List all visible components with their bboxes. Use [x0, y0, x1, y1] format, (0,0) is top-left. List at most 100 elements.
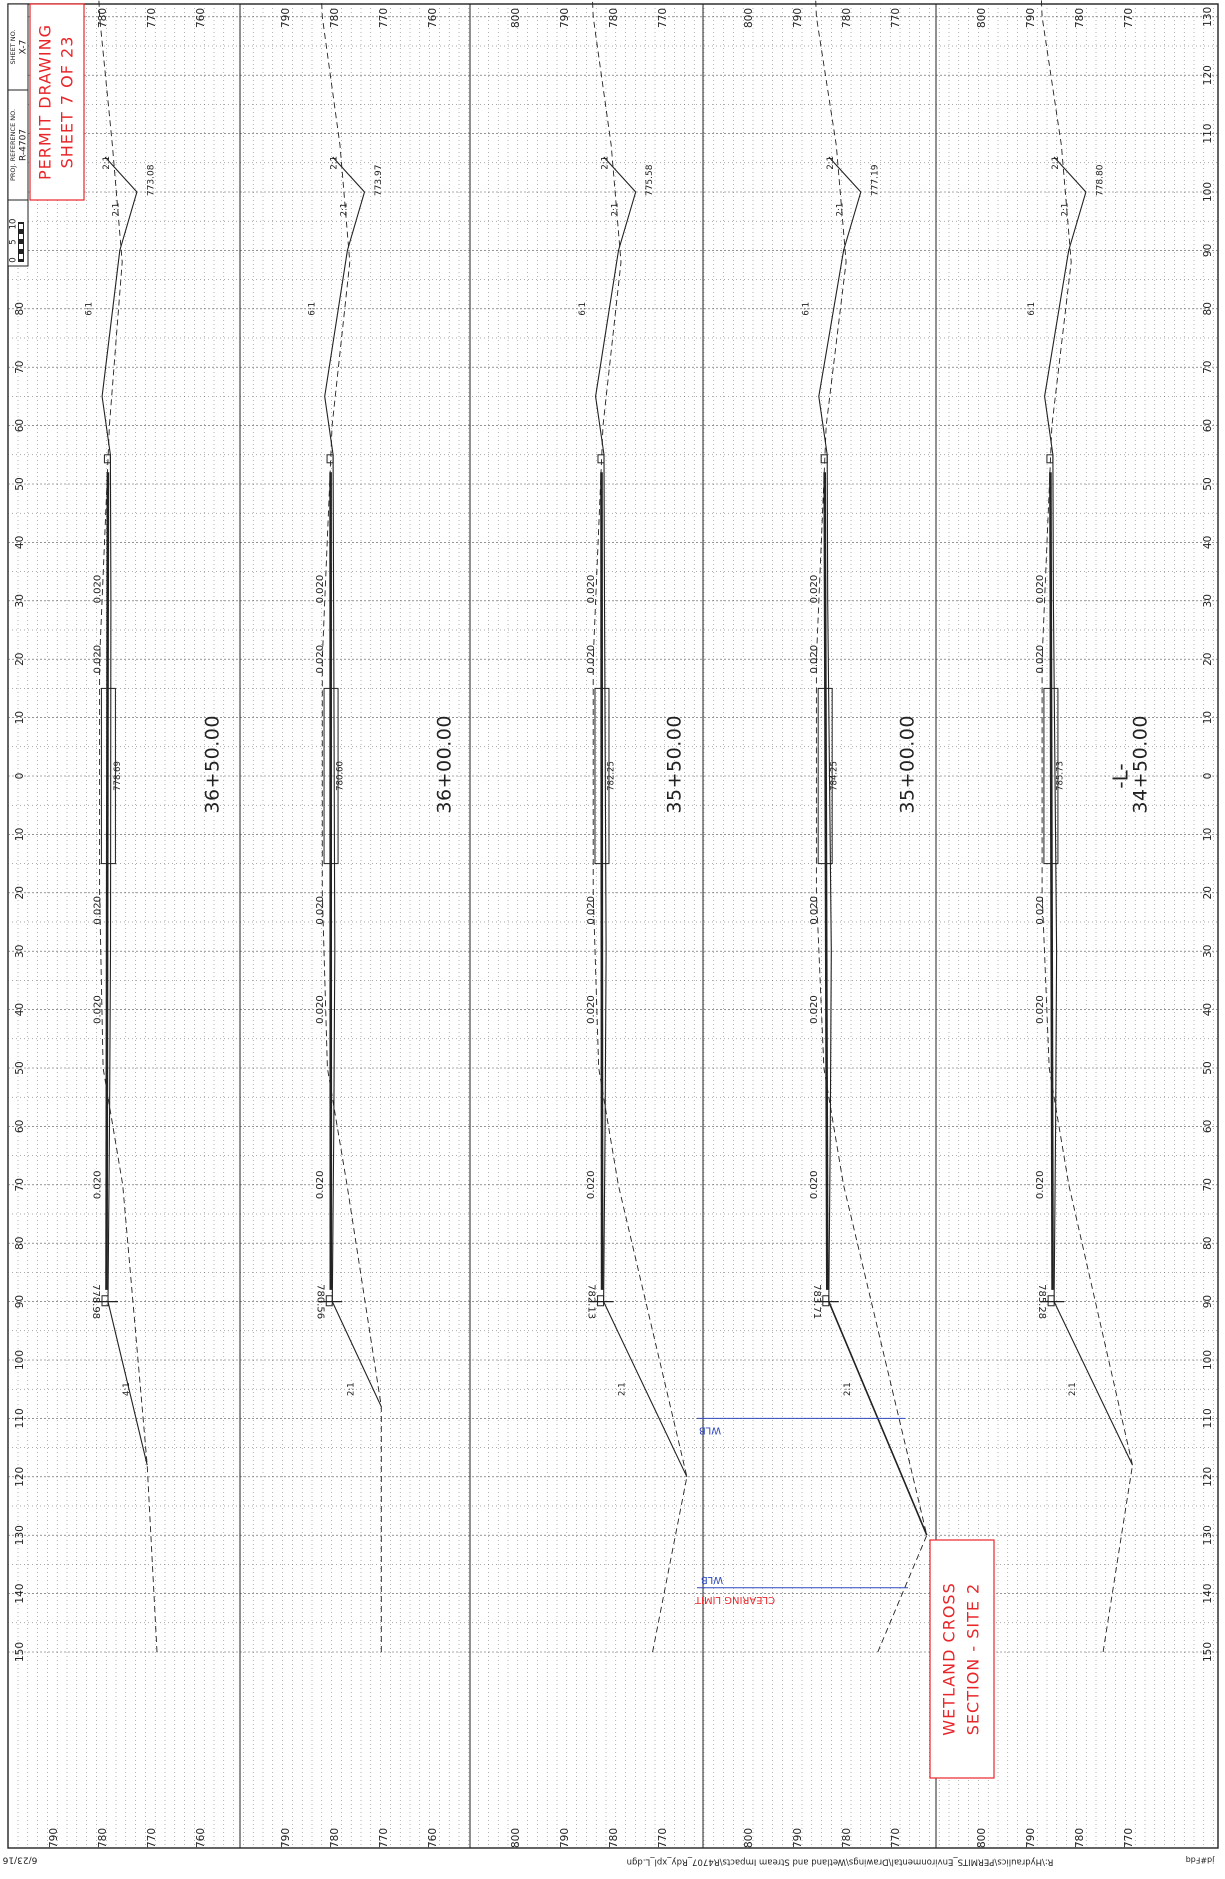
offset-tick-label: 10 — [14, 828, 26, 841]
shoulder-symbol — [104, 455, 110, 463]
scale-tick-label: 0 — [9, 257, 19, 262]
offset-tick-label: 80 — [14, 1237, 26, 1250]
elevation-tick-label: 780 — [1074, 1828, 1086, 1848]
offset-tick-label: 110 — [14, 1408, 26, 1428]
elevation-tick-label: 800 — [976, 1828, 988, 1848]
offset-tick-label: 80 — [1202, 302, 1214, 315]
permit-line-2: SHEET 7 OF 23 — [58, 36, 77, 169]
offset-tick-label: 130 — [1202, 1525, 1214, 1545]
existing-ground-line — [812, 0, 927, 1652]
cross-slope-label: 0.020 — [809, 995, 820, 1024]
sheet-no-value: X-7 — [19, 40, 29, 55]
offset-tick-label: 50 — [1202, 477, 1214, 490]
slope-ratio-label: 6:1 — [1027, 302, 1037, 316]
slope-ratio-label: 2:1 — [618, 1382, 628, 1396]
drawing-border — [8, 4, 1218, 1848]
shoulder-symbol — [598, 455, 604, 463]
offset-tick-label: 70 — [14, 1178, 26, 1191]
cross-slope-label: 0.020 — [586, 995, 597, 1024]
permit-line-1: PERMIT DRAWING — [36, 24, 55, 180]
scale-tick-label: 10 — [9, 219, 19, 230]
offset-tick-label: 120 — [1202, 65, 1214, 85]
offset-tick-label: 90 — [1202, 244, 1214, 257]
curb-symbol — [598, 1296, 604, 1306]
offset-tick-label: 100 — [14, 1350, 26, 1370]
slope-ratio-label: 2:1 — [346, 1382, 356, 1396]
shoulder-symbol — [327, 455, 333, 463]
elevation-tick-label: 800 — [510, 1828, 522, 1848]
hinge-elevation-label: 778.98 — [90, 1284, 101, 1319]
cross-slope-label: 0.020 — [586, 896, 597, 925]
ditch-elevation-label: 778.80 — [1095, 164, 1105, 196]
offset-tick-label: 0 — [1202, 773, 1214, 780]
shoulder-symbol — [821, 455, 827, 463]
station-label: 36+00.00 — [434, 715, 456, 814]
cross-slope-label: 0.020 — [809, 645, 820, 674]
station-label: 35+00.00 — [897, 715, 919, 814]
offset-tick-label: 90 — [1202, 1295, 1214, 1308]
fill-slope-line — [1054, 1302, 1132, 1466]
elevation-tick-label: 770 — [657, 1828, 669, 1848]
elevation-tick-label: 790 — [1025, 1828, 1037, 1848]
elevation-tick-label: 780 — [329, 8, 341, 28]
wlb-label: WLB — [701, 1574, 723, 1585]
elevation-tick-label: 790 — [280, 1828, 292, 1848]
clearing-limit-label: CLEARING LIMIT — [694, 1594, 775, 1605]
offset-tick-label: 130 — [1202, 7, 1214, 27]
offset-tick-label: 0 — [14, 773, 26, 780]
cross-slope-label: 0.020 — [315, 645, 326, 674]
pavement-line — [602, 472, 603, 1290]
elevation-tick-label: 770 — [146, 1828, 158, 1848]
offset-tick-label: 150 — [1202, 1642, 1214, 1662]
offset-tick-label: 40 — [1202, 536, 1214, 549]
offset-tick-label: 70 — [1202, 361, 1214, 374]
elevation-tick-label: 780 — [1074, 8, 1086, 28]
cross-slope-label: 0.020 — [92, 645, 103, 674]
elevation-tick-label: 790 — [1025, 8, 1037, 28]
elevation-tick-label: 790 — [280, 8, 292, 28]
fill-slope-line — [332, 1302, 381, 1407]
elevation-tick-label: 770 — [1123, 1828, 1135, 1848]
slope-ratio-label: 2:1 — [102, 156, 112, 170]
elevation-tick-label: 760 — [195, 1828, 207, 1848]
station-label: 34+50.00 — [1130, 715, 1152, 814]
elevation-tick-label: 780 — [841, 8, 853, 28]
offset-tick-label: 100 — [1202, 1350, 1214, 1370]
offset-tick-label: 30 — [1202, 945, 1214, 958]
proj-ref-label: PROJ. REFERENCE NO. — [9, 109, 17, 181]
elevation-tick-label: 780 — [608, 8, 620, 28]
scale-bar-segment — [19, 244, 23, 249]
offset-tick-label: 30 — [14, 945, 26, 958]
elevation-tick-label: 770 — [1123, 8, 1135, 28]
offset-tick-label: 30 — [14, 594, 26, 607]
footer-file-path: R:\Hydraulics\PERMITS_Environmental\Draw… — [627, 1857, 1054, 1867]
hinge-elevation-label: 785.28 — [1036, 1284, 1047, 1319]
sheet-no-label: SHEET NO. — [9, 29, 17, 64]
offset-tick-label: 150 — [14, 1642, 26, 1662]
offset-tick-label: 60 — [1202, 419, 1214, 432]
offset-tick-label: 20 — [1202, 886, 1214, 899]
elevation-tick-label: 780 — [329, 1828, 341, 1848]
hinge-elevation-label: 782.13 — [586, 1284, 597, 1319]
pavement-line — [825, 472, 828, 1290]
offset-tick-label: 10 — [14, 711, 26, 724]
offset-tick-label: 40 — [14, 536, 26, 549]
slope-ratio-label: 2:1 — [330, 156, 340, 170]
centerline-label: -L- — [1109, 763, 1133, 788]
offset-tick-label: 140 — [1202, 1584, 1214, 1604]
cross-slope-label: 0.020 — [92, 1170, 103, 1199]
shoulder-symbol — [1047, 455, 1053, 463]
elevation-tick-label: 790 — [559, 8, 571, 28]
slope-ratio-label: 2:1 — [826, 156, 836, 170]
cross-slope-label: 0.020 — [586, 575, 597, 604]
scale-bar-segment — [19, 254, 23, 259]
offset-tick-label: 20 — [14, 653, 26, 666]
curb-symbol — [102, 1296, 108, 1306]
slope-ratio-label: 6:1 — [307, 302, 317, 316]
pavement-line — [1050, 472, 1052, 1290]
existing-ground-line — [588, 0, 687, 1652]
offset-tick-label: 130 — [14, 1525, 26, 1545]
station-label: 35+50.00 — [664, 715, 686, 814]
